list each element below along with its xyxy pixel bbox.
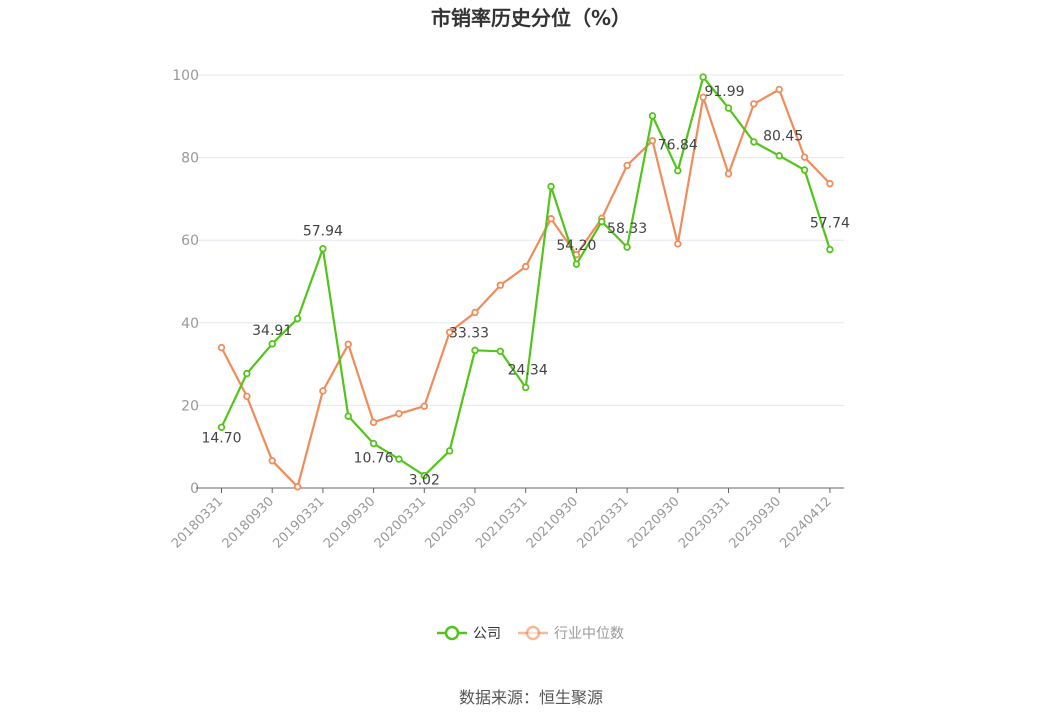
data-point [344,412,352,420]
data-point [268,457,276,465]
data-point [750,100,758,108]
data-point [319,245,327,253]
data-point [395,455,403,463]
legend-label: 行业中位数 [554,626,624,642]
x-tick-label: 20230331 [676,494,733,551]
x-tick-label: 20230930 [727,494,784,551]
data-point [420,402,428,410]
legend-marker-icon [444,625,460,641]
x-tick-label: 20200331 [372,494,429,551]
data-label: 91.99 [704,84,744,100]
x-tick-label: 20210930 [524,494,581,551]
data-point [623,243,631,251]
legend-item-company[interactable]: 公司 [437,625,501,642]
data-point [648,112,657,120]
data-point [268,340,276,348]
data-label: 54.20 [556,238,596,254]
data-point [724,170,733,178]
data-point [496,281,505,289]
data-point [395,409,403,418]
y-tick-label: 60 [181,233,199,249]
data-point [217,343,226,352]
x-tick-label: 20180331 [169,494,226,551]
data-label: 3.02 [409,473,440,489]
data-point [775,152,783,160]
data-point [547,215,555,223]
series-line [220,75,831,477]
x-tick-label: 20190930 [321,494,378,551]
data-label: 33.33 [449,325,489,341]
x-tick-label: 20220331 [575,494,632,551]
data-labels: 14.70 34.91 57.94 10.76 3.02 33.33 24.34 54.20 5… [201,84,850,488]
series-line [220,88,831,488]
data-label: 57.74 [810,216,850,232]
data-point [826,179,834,188]
grid-lines [196,74,844,406]
y-tick-label: 40 [181,316,199,332]
data-point [217,423,226,431]
data-point [293,483,302,491]
data-point [522,383,530,392]
data-point [699,93,707,102]
data-point [750,138,758,146]
data-point [243,369,251,378]
data-point [598,217,606,226]
data-point [674,166,682,175]
y-tick-label: 20 [181,398,199,414]
data-label: 58.33 [607,221,647,237]
series-company [217,73,834,480]
data-point [674,240,682,248]
data-point [369,439,378,448]
data-label: 10.76 [354,451,394,467]
data-point [547,182,555,191]
axes: 0 20 40 60 80 100 2018033120180930201903312019… [169,68,844,552]
data-point [724,104,733,112]
data-label: 14.70 [201,430,241,446]
legend-label: 公司 [473,626,501,642]
data-point [420,471,428,480]
data-point [648,136,657,145]
chart-title: 市销率历史分位（%） [430,6,632,30]
data-point [623,161,631,170]
legend: 公司 行业中位数 [437,625,624,642]
data-point [522,262,530,271]
data-label: 57.94 [303,224,343,240]
data-point [572,260,581,268]
data-point [800,166,809,174]
data-point [293,314,302,323]
data-point [319,387,327,395]
x-tick-label: 20210331 [473,494,530,551]
x-tick-label: 20220930 [625,494,682,551]
x-tick-label: 20190331 [270,494,327,551]
data-point [471,346,479,355]
y-tick-label: 80 [181,151,199,167]
x-tick-label: 20200930 [422,494,479,551]
y-tick-label: 0 [190,481,199,497]
data-point [445,328,454,336]
series-industry-median [217,85,834,491]
data-point [800,153,809,161]
data-label: 80.45 [763,129,803,145]
x-tick-label: 20180930 [220,494,277,551]
y-tick-label: 100 [172,68,199,84]
data-label: 76.84 [658,138,698,154]
data-point [369,418,378,427]
data-point [775,85,783,94]
data-label: 24.34 [508,362,548,378]
legend-marker-icon [525,625,541,641]
data-label: 34.91 [252,323,292,339]
data-point [699,73,707,81]
data-point [243,392,251,401]
data-point [344,340,352,348]
data-point [496,347,505,355]
source-note: 数据来源：恒生聚源 [458,688,603,707]
data-point [471,308,479,317]
x-tick-label: 20240412 [777,494,834,551]
data-point [445,447,454,455]
legend-item-industry-median[interactable]: 行业中位数 [518,625,624,642]
series-lines [217,73,834,491]
data-point [826,245,834,254]
